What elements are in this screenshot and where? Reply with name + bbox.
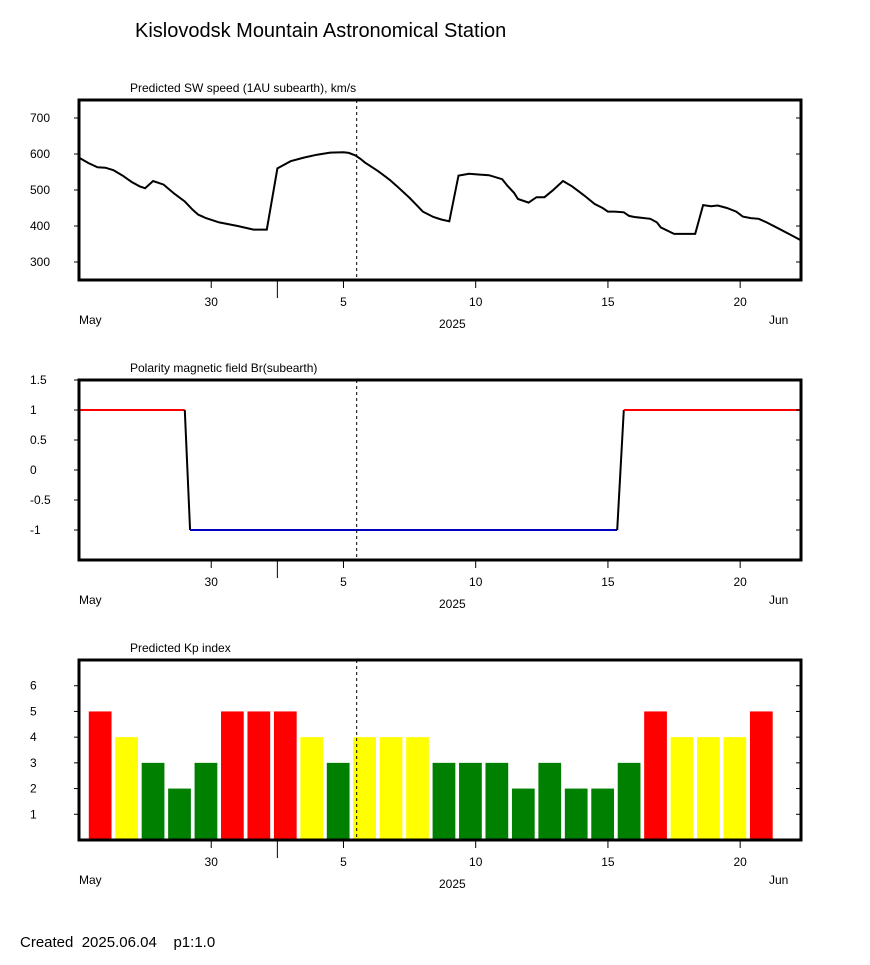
footer-date: 2025.06.04 [81, 934, 157, 951]
y-tick-label: 1 [30, 403, 37, 417]
kp-bar [564, 788, 588, 840]
polarity-segment [183, 409, 192, 531]
chart-title: Predicted Kp index [130, 641, 231, 655]
x-tick-label: 10 [469, 855, 483, 869]
x-label-year: 2025 [439, 877, 466, 891]
y-tick-label: 600 [30, 147, 50, 161]
footer: Created 2025.06.04 p1:1.0 [20, 934, 215, 951]
plot-frame [77, 658, 803, 842]
kp-bar [273, 711, 297, 840]
kp-bar [221, 711, 244, 840]
kp-bar [353, 737, 376, 840]
x-tick-label: 15 [601, 855, 615, 869]
kp-bar [511, 788, 535, 840]
chart-panel-1: Predicted SW speed (1AU subearth), km/s 3… [30, 81, 803, 331]
y-tick-label: 300 [30, 255, 50, 269]
y-tick-label: -1 [30, 523, 41, 537]
kp-bar [115, 737, 138, 840]
kp-bar [749, 711, 773, 840]
x-label-year: 2025 [439, 597, 466, 611]
x-tick-label: 10 [469, 575, 483, 589]
y-tick-label: 400 [30, 219, 50, 233]
chart-title: Polarity magnetic field Br(subearth) [130, 361, 317, 375]
y-tick-label: 3 [30, 756, 37, 770]
x-tick-label: 10 [469, 295, 483, 309]
y-tick-label: 5 [30, 704, 37, 718]
y-tick-label: -0.5 [30, 493, 51, 507]
y-tick-label: 0.5 [30, 433, 47, 447]
y-tick-label: 4 [30, 730, 37, 744]
kp-bar [697, 737, 720, 840]
y-tick-label: 500 [30, 183, 50, 197]
kp-bar [300, 737, 324, 840]
y-tick-label: 700 [30, 111, 50, 125]
kp-bar [141, 762, 165, 840]
plot-frame [77, 98, 803, 282]
y-tick-label: 6 [30, 679, 37, 693]
x-tick-label: 5 [340, 575, 347, 589]
x-label-month-start: May [79, 313, 102, 327]
kp-bar [194, 762, 218, 840]
x-tick-label: 20 [733, 295, 747, 309]
chart-panel-2: Polarity magnetic field Br(subearth) -1 -0… [30, 361, 803, 611]
kp-bar [247, 711, 271, 840]
x-tick-label: 15 [601, 575, 615, 589]
x-tick-label: 5 [340, 855, 347, 869]
kp-bar [538, 762, 562, 840]
kp-bar [326, 762, 350, 840]
x-label-month-start: May [79, 593, 102, 607]
kp-bar [406, 737, 429, 840]
x-label-month-end: Jun [769, 873, 788, 887]
kp-bar [591, 788, 615, 840]
kp-bar [670, 737, 694, 840]
kp-bar [485, 762, 509, 840]
kp-bar [168, 788, 191, 840]
y-tick-label: 0 [30, 463, 37, 477]
x-tick-label: 30 [205, 295, 219, 309]
x-label-year: 2025 [439, 317, 466, 331]
series-line [78, 151, 802, 242]
kp-bar [432, 762, 456, 840]
kp-bar [459, 762, 482, 840]
x-tick-label: 5 [340, 295, 347, 309]
kp-bar [617, 762, 641, 840]
footer-created-label: Created [20, 934, 74, 951]
page-title: Kislovodsk Mountain Astronomical Station [135, 20, 507, 42]
x-tick-label: 30 [205, 575, 219, 589]
x-label-month-end: Jun [769, 313, 788, 327]
x-tick-label: 20 [733, 575, 747, 589]
polarity-segment [616, 409, 625, 531]
chart-title: Predicted SW speed (1AU subearth), km/s [130, 81, 356, 95]
x-tick-label: 30 [205, 855, 219, 869]
y-tick-label: 2 [30, 782, 37, 796]
kp-bar [88, 711, 112, 840]
kp-bar [379, 737, 403, 840]
chart-panel-3: Predicted Kp index 1 2 3 4 5 6 30 5 10 15 20 May 2025… [30, 641, 803, 891]
kp-bar [723, 737, 747, 840]
y-tick-label: 1.5 [30, 373, 47, 387]
footer-version: p1:1.0 [173, 934, 216, 951]
x-label-month-end: Jun [769, 593, 788, 607]
x-tick-label: 20 [733, 855, 747, 869]
x-tick-label: 15 [601, 295, 615, 309]
kp-bar [644, 711, 667, 840]
x-label-month-start: May [79, 873, 102, 887]
y-tick-label: 1 [30, 807, 37, 821]
